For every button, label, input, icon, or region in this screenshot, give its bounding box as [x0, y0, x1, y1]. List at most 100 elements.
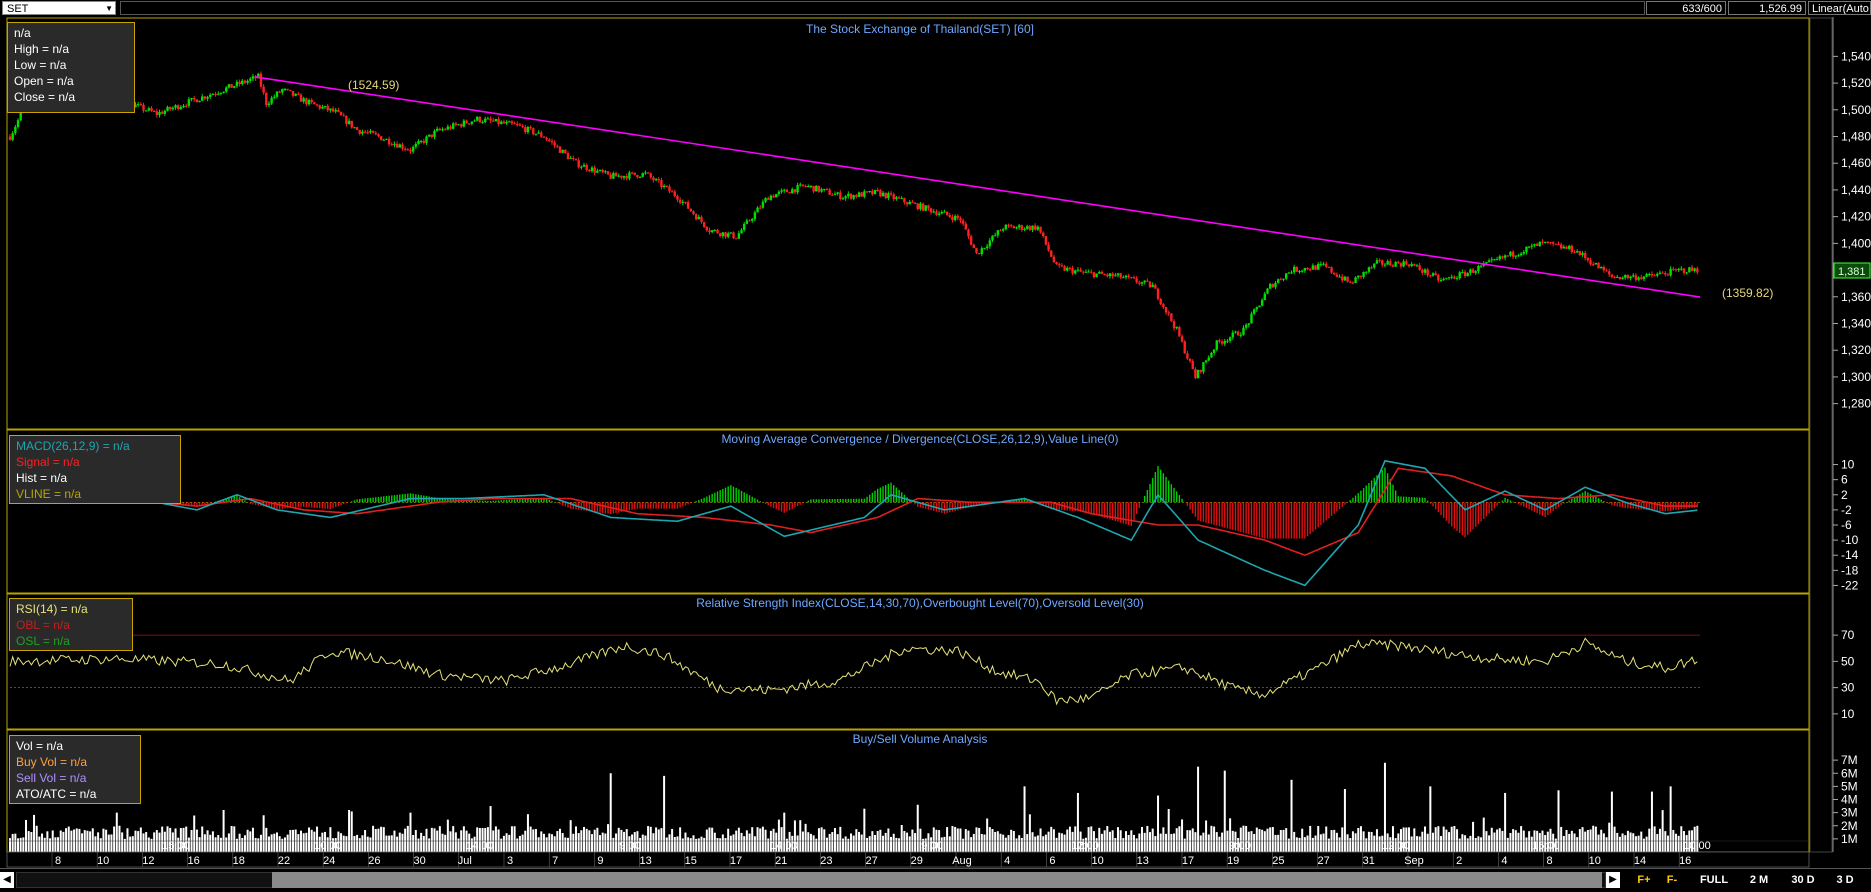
candle: [1629, 275, 1632, 281]
volume-bar: [860, 834, 863, 852]
30d-button[interactable]: 30 D: [1791, 874, 1815, 886]
price-panel-title: The Stock Exchange of Thailand(SET) [60]: [806, 22, 1034, 36]
volume-bar: [1162, 827, 1165, 852]
candle: [1250, 311, 1253, 324]
volume-bar: [251, 827, 254, 852]
candle: [721, 232, 725, 239]
x-date-label: Aug: [952, 855, 972, 867]
candle: [1613, 275, 1616, 279]
volume-bar: [609, 773, 612, 852]
volume-bar: [1661, 810, 1664, 852]
candle: [1271, 283, 1275, 288]
candle: [241, 78, 244, 86]
volume-bar: [1664, 831, 1667, 852]
volume-bar: [884, 832, 887, 852]
candle: [791, 187, 794, 194]
3d-button[interactable]: 3 D: [1836, 874, 1854, 886]
price-y-tick-label: 1,340: [1841, 317, 1871, 331]
candle: [270, 95, 273, 105]
candle: [1143, 280, 1146, 285]
candle: [740, 228, 743, 234]
volume-bar: [452, 826, 455, 852]
chart-canvas[interactable]: The Stock Exchange of Thailand(SET) [60]…: [0, 17, 1871, 868]
candle: [972, 243, 976, 249]
symbol-select[interactable]: SET ▼: [2, 1, 116, 15]
candle: [649, 172, 652, 179]
volume-bar: [1253, 833, 1256, 852]
volume-bar: [1498, 828, 1501, 852]
volume-bar: [1221, 832, 1224, 852]
candle: [1543, 241, 1547, 244]
zoom-in-button[interactable]: F+: [1637, 874, 1651, 886]
candle: [1341, 274, 1344, 283]
candle: [881, 191, 885, 197]
candle: [729, 232, 733, 235]
candle: [1386, 259, 1389, 265]
volume-bar: [78, 828, 81, 852]
scrollbar-thumb[interactable]: [272, 872, 1602, 888]
candle: [545, 136, 548, 142]
candle: [329, 108, 332, 113]
volume-bar: [649, 826, 652, 852]
volume-bar: [631, 834, 634, 852]
volume-bar: [441, 833, 444, 852]
volume-bar: [1023, 786, 1026, 852]
volume-bar: [1469, 835, 1472, 852]
x-date-label: 19: [1227, 855, 1239, 867]
candle: [1423, 268, 1427, 275]
volume-bar: [273, 833, 276, 852]
candle: [1624, 274, 1627, 280]
volume-bar: [1050, 826, 1053, 852]
panel-borders: [6, 17, 1810, 853]
volume-bar: [1410, 836, 1413, 852]
signal-line: [9, 467, 1698, 557]
candle: [1063, 264, 1066, 272]
x-time-label: 14:00: [770, 840, 798, 852]
volume-bar: [553, 836, 556, 852]
scale-mode[interactable]: Linear(Auto: [1808, 1, 1871, 15]
full-button[interactable]: FULL: [1699, 874, 1729, 886]
candle: [1095, 273, 1098, 278]
candle: [665, 185, 668, 188]
candle: [1608, 268, 1611, 277]
x-time-label: 9:00: [1229, 840, 1250, 852]
x-date-label: 3: [507, 855, 513, 867]
candle: [451, 121, 455, 130]
candle: [1600, 266, 1603, 269]
candle: [249, 77, 252, 83]
candle: [1103, 273, 1106, 276]
volume-bar: [329, 827, 332, 852]
price-y-tick-label: 1,540: [1841, 49, 1871, 63]
volume-bar: [147, 837, 150, 852]
volume-bar: [1258, 829, 1261, 852]
candle: [1463, 269, 1467, 278]
candle: [1575, 249, 1579, 253]
volume-bar: [1159, 833, 1162, 852]
scroll-right-arrow-icon[interactable]: ▶: [1606, 872, 1620, 888]
candle: [873, 189, 877, 195]
2m-button[interactable]: 2 M: [1749, 874, 1769, 886]
candle: [1640, 274, 1643, 281]
scroll-left-arrow-icon[interactable]: ◀: [0, 872, 14, 888]
x-date-label: 13: [639, 855, 651, 867]
volume-bar: [740, 832, 743, 852]
volume-bar: [1343, 789, 1346, 852]
candle: [734, 238, 738, 240]
volume-bar: [1458, 838, 1461, 852]
volume-bar: [1183, 838, 1186, 852]
volume-bar: [1181, 819, 1184, 852]
volume-bar: [521, 834, 524, 852]
candle: [1215, 340, 1218, 352]
dropdown-arrow-icon[interactable]: ▼: [105, 4, 113, 13]
zoom-out-button[interactable]: F-: [1666, 874, 1678, 886]
candle: [1130, 276, 1133, 279]
candle: [951, 214, 954, 223]
candle: [262, 84, 265, 95]
volume-bar: [113, 826, 116, 852]
volume-bar: [983, 834, 986, 852]
candle: [1573, 250, 1576, 254]
candle: [14, 124, 17, 136]
volume-bar: [1680, 826, 1683, 852]
volume-bar: [75, 828, 78, 852]
candle: [593, 165, 596, 176]
